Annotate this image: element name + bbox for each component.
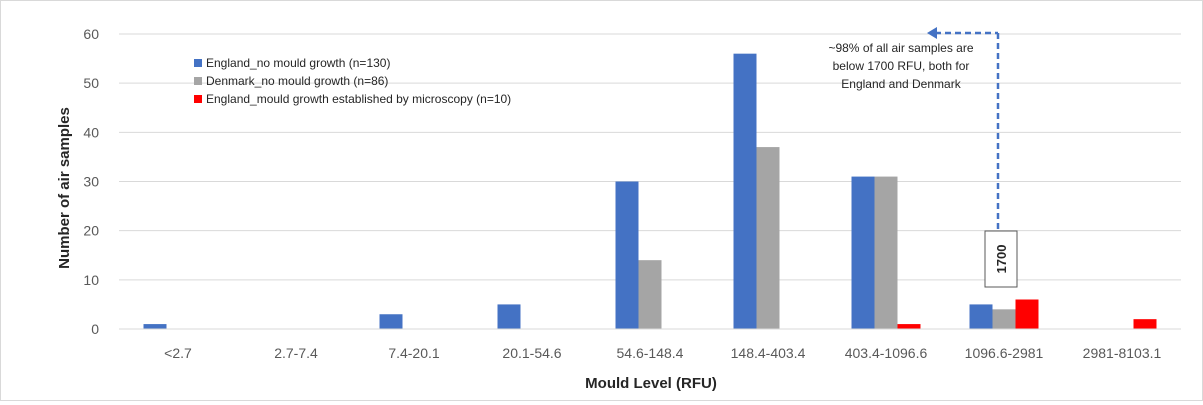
x-tick-label: 148.4-403.4 bbox=[731, 345, 806, 361]
legend-label: England_mould growth established by micr… bbox=[206, 92, 511, 106]
y-tick-label: 40 bbox=[83, 124, 99, 140]
bar bbox=[497, 304, 521, 329]
legend-label: Denmark_no mould growth (n=86) bbox=[206, 74, 388, 88]
annotation-line-3: England and Denmark bbox=[841, 77, 961, 91]
bar bbox=[1015, 299, 1039, 329]
y-tick-labels: 0 10 20 30 40 50 60 bbox=[83, 26, 99, 337]
bar bbox=[615, 181, 639, 329]
y-tick-label: 50 bbox=[83, 75, 99, 91]
x-tick-label: 2.7-7.4 bbox=[274, 345, 318, 361]
y-tick-label: 30 bbox=[83, 174, 99, 190]
x-tick-label: 2981-8103.1 bbox=[1083, 345, 1162, 361]
y-tick-label: 0 bbox=[91, 321, 99, 337]
legend-swatch bbox=[194, 95, 202, 103]
bar bbox=[379, 314, 403, 329]
bar bbox=[874, 176, 898, 329]
x-tick-label: 403.4-1096.6 bbox=[845, 345, 928, 361]
annotation-line-2: below 1700 RFU, both for bbox=[833, 59, 970, 73]
bar bbox=[851, 176, 875, 329]
x-tick-labels: <2.7 2.7-7.4 7.4-20.1 20.1-54.6 54.6-148.4 14… bbox=[164, 345, 1161, 361]
bar bbox=[143, 324, 167, 329]
x-tick-label: <2.7 bbox=[164, 345, 192, 361]
bar bbox=[638, 260, 662, 329]
legend-swatch bbox=[194, 77, 202, 85]
legend-swatch bbox=[194, 59, 202, 67]
bar bbox=[897, 324, 921, 329]
y-tick-label: 10 bbox=[83, 272, 99, 288]
bar bbox=[1133, 319, 1157, 329]
gridlines bbox=[119, 33, 1181, 281]
threshold-marker-box bbox=[984, 230, 1018, 288]
legend-label: England_no mould growth (n=130) bbox=[206, 56, 390, 70]
bars bbox=[143, 53, 1157, 330]
bar bbox=[969, 304, 993, 329]
annotation: ~98% of all air samples are below 1700 R… bbox=[828, 27, 1018, 288]
x-axis-title: Mould Level (RFU) bbox=[585, 375, 717, 392]
annotation-arrowhead bbox=[927, 27, 937, 39]
y-axis-title: Number of air samples bbox=[56, 107, 73, 269]
x-tick-label: 1096.6-2981 bbox=[965, 345, 1044, 361]
y-tick-label: 20 bbox=[83, 223, 99, 239]
x-tick-label: 7.4-20.1 bbox=[388, 345, 440, 361]
x-tick-label: 54.6-148.4 bbox=[617, 345, 684, 361]
bar bbox=[756, 147, 780, 329]
annotation-line-1: ~98% of all air samples are bbox=[828, 41, 973, 55]
bar bbox=[992, 309, 1016, 329]
x-tick-label: 20.1-54.6 bbox=[502, 345, 561, 361]
legend: England_no mould growth (n=130) Denmark_n… bbox=[194, 56, 511, 106]
y-tick-label: 60 bbox=[83, 26, 99, 42]
threshold-marker-label: 1700 bbox=[994, 245, 1009, 274]
bar bbox=[733, 53, 757, 330]
